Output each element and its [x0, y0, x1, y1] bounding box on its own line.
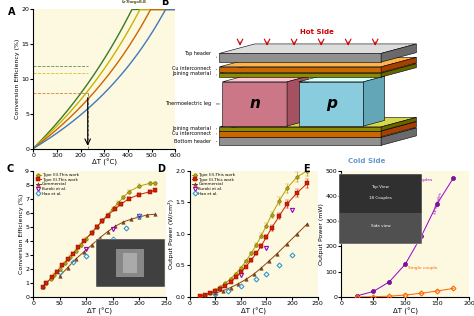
Kuroki et al.: [238, 273, 244, 277]
Commercial: [251, 272, 256, 276]
Commercial: [243, 277, 249, 281]
X-axis label: ΔT (°C): ΔT (°C): [92, 159, 117, 166]
Polygon shape: [299, 82, 364, 126]
Text: Cu interconnect: Cu interconnect: [172, 65, 217, 70]
Kuroki et al.: [264, 246, 269, 250]
Polygon shape: [219, 137, 381, 145]
18 Couples: [434, 202, 440, 205]
Single couple: [355, 295, 360, 299]
18 Couples: [402, 262, 408, 266]
Commercial: [228, 286, 233, 289]
Text: B: B: [161, 0, 168, 7]
Text: Joining material: Joining material: [172, 71, 217, 76]
Polygon shape: [364, 76, 384, 126]
Commercial: [220, 289, 226, 293]
Polygon shape: [381, 44, 416, 62]
Polygon shape: [219, 73, 381, 77]
18 Couples: [355, 294, 360, 298]
Hao et al.: [238, 284, 244, 288]
Line: Single couple: Single couple: [356, 287, 455, 299]
Text: Joining material: Joining material: [172, 126, 217, 131]
Commercial: [294, 232, 300, 236]
Text: Single couple: Single couple: [408, 266, 438, 270]
Text: 18 Couples: 18 Couples: [408, 178, 432, 182]
Y-axis label: Output Power (W/cm²): Output Power (W/cm²): [168, 199, 174, 269]
Single couple: [402, 293, 408, 297]
Commercial: [258, 266, 264, 270]
Polygon shape: [219, 44, 416, 53]
Kuroki et al.: [289, 208, 295, 212]
Text: Bottom header: Bottom header: [173, 139, 217, 144]
Polygon shape: [219, 58, 416, 67]
Single couple: [419, 291, 424, 295]
Single couple: [450, 287, 456, 290]
Polygon shape: [299, 76, 384, 82]
18 Couples: [370, 289, 376, 293]
X-axis label: ΔT (°C): ΔT (°C): [241, 307, 266, 315]
Text: $(zT)_{avg}$=1.0: $(zT)_{avg}$=1.0: [121, 0, 147, 7]
Single couple: [370, 295, 376, 299]
Y-axis label: Conversion Efficiency (%): Conversion Efficiency (%): [18, 194, 24, 274]
Hao et al.: [253, 277, 259, 281]
Hao et al.: [225, 289, 231, 293]
X-axis label: ΔT (°C): ΔT (°C): [393, 307, 418, 315]
Text: Hot Side: Hot Side: [300, 29, 333, 35]
Line: Kuroki et al.: Kuroki et al.: [239, 208, 294, 277]
Polygon shape: [381, 58, 416, 72]
Text: 18 Couples: 18 Couples: [433, 192, 443, 215]
Commercial: [284, 242, 290, 246]
Line: Commercial: Commercial: [213, 222, 309, 295]
Text: Cu interconnect: Cu interconnect: [172, 131, 217, 137]
Commercial: [212, 291, 218, 295]
Commercial: [266, 259, 272, 263]
Text: C: C: [7, 164, 14, 174]
Hao et al.: [289, 253, 295, 257]
18 Couples: [419, 234, 424, 238]
Line: 18 Couples: 18 Couples: [355, 176, 456, 298]
Text: p: p: [326, 96, 337, 112]
Polygon shape: [219, 122, 416, 131]
Text: E: E: [303, 164, 310, 174]
Polygon shape: [222, 76, 308, 82]
Polygon shape: [381, 122, 416, 137]
Text: A: A: [8, 7, 15, 17]
Commercial: [274, 252, 280, 256]
Commercial: [236, 282, 241, 286]
Polygon shape: [219, 127, 381, 131]
Text: $(zT)_{avg}$=0.8: $(zT)_{avg}$=0.8: [121, 0, 147, 7]
Legend: Type (II)-This work, Type (I)-This work, Commercial, Kuroki et al., Hao et al.: Type (II)-This work, Type (I)-This work,…: [191, 173, 236, 196]
Text: Thermoelectric leg: Thermoelectric leg: [164, 101, 219, 106]
Text: n: n: [249, 96, 260, 112]
Polygon shape: [219, 67, 381, 72]
Text: $(zT)_{avg}$=0.6: $(zT)_{avg}$=0.6: [121, 0, 147, 7]
Polygon shape: [381, 128, 416, 145]
Text: Cold Side: Cold Side: [348, 158, 385, 164]
Polygon shape: [219, 64, 416, 73]
Polygon shape: [219, 131, 381, 137]
X-axis label: ΔT (°C): ΔT (°C): [87, 307, 112, 315]
Commercial: [304, 222, 310, 226]
Polygon shape: [219, 128, 416, 137]
Hao et al.: [212, 292, 218, 296]
Polygon shape: [381, 118, 416, 131]
Text: $(zT)_{avg}$=1.2: $(zT)_{avg}$=1.2: [121, 0, 147, 7]
18 Couples: [450, 176, 456, 180]
Hao et al.: [276, 264, 282, 267]
Legend: Type (II)-This work, Type (I)-This work, Commercial, Kuroki et al., Hao et al.: Type (II)-This work, Type (I)-This work,…: [35, 173, 79, 196]
18 Couples: [386, 280, 392, 284]
Y-axis label: Conversion Efficiency (%): Conversion Efficiency (%): [15, 39, 20, 119]
Text: D: D: [157, 164, 165, 174]
Line: Hao et al.: Hao et al.: [213, 253, 294, 295]
Y-axis label: Output Power (mW): Output Power (mW): [319, 203, 324, 265]
Single couple: [386, 294, 392, 298]
Polygon shape: [287, 76, 308, 126]
Polygon shape: [219, 118, 416, 127]
Polygon shape: [219, 53, 381, 62]
Single couple: [434, 289, 440, 293]
Polygon shape: [222, 82, 287, 126]
Polygon shape: [381, 64, 416, 77]
Text: Top header: Top header: [183, 51, 217, 57]
Hao et al.: [264, 272, 269, 276]
